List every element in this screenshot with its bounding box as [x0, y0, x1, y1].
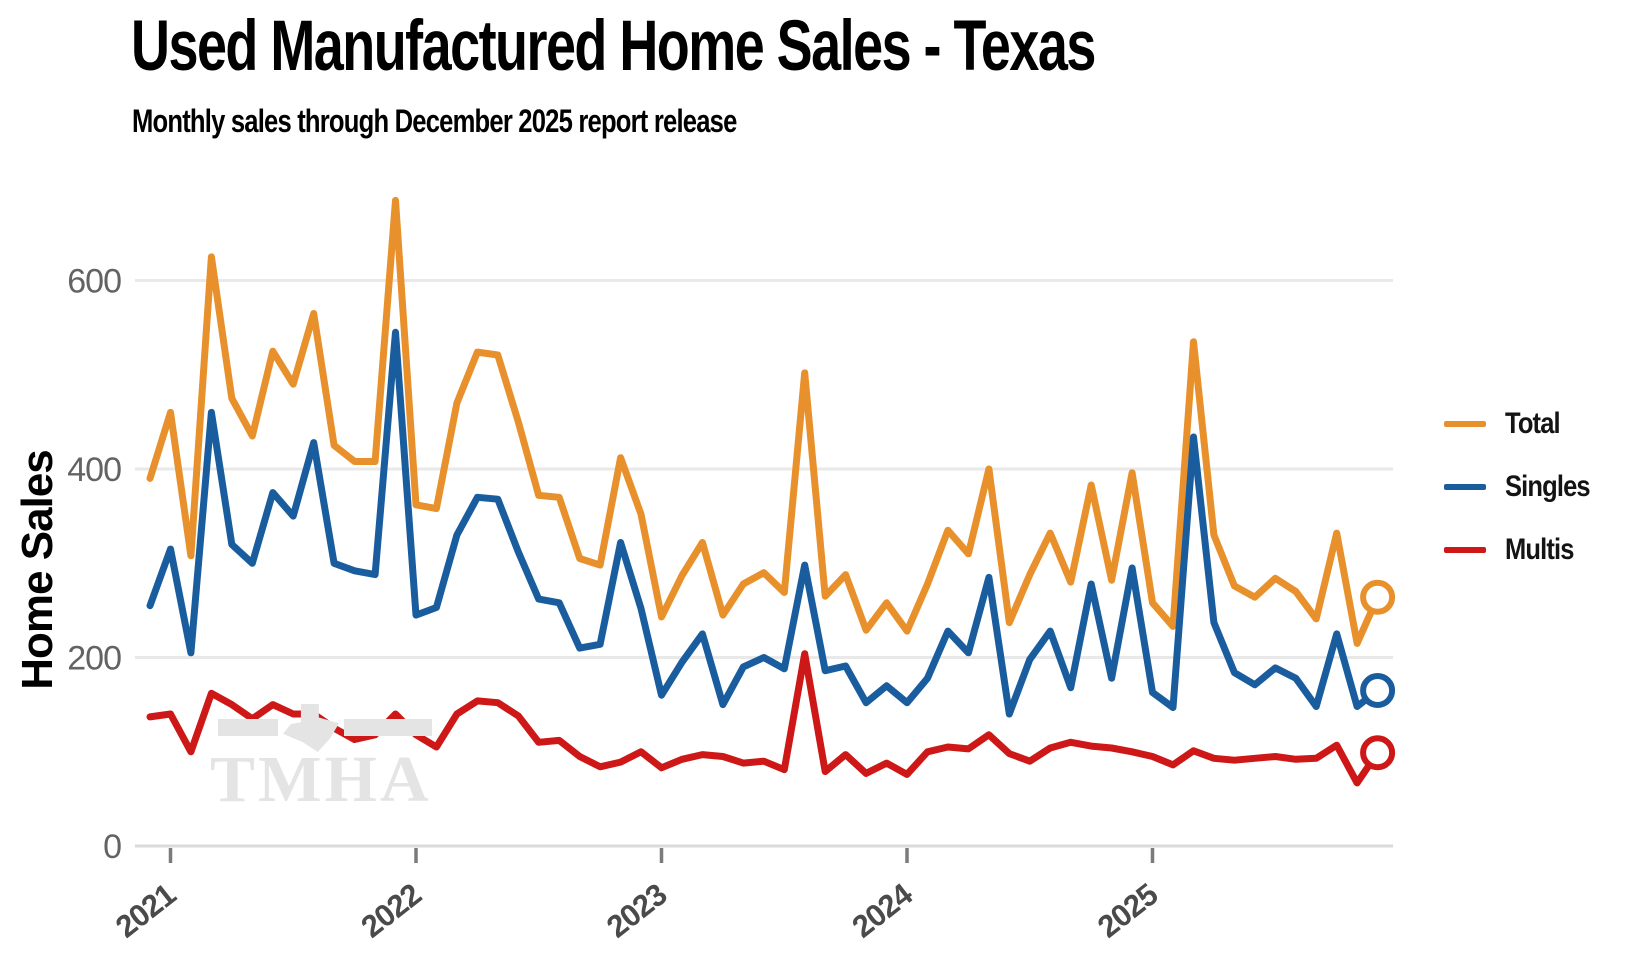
svg-text:600: 600 [67, 263, 121, 301]
legend-label-singles: Singles [1505, 470, 1591, 503]
legend: Total Singles Multis [1444, 407, 1605, 597]
total-series-swatch [1444, 421, 1486, 427]
legend-label-multis: Multis [1505, 533, 1574, 566]
y-axis-label: Home Sales [13, 450, 62, 690]
legend-item-total: Total [1444, 407, 1605, 440]
legend-item-singles: Singles [1444, 470, 1605, 503]
chart-title: Used Manufactured Home Sales - Texas [131, 7, 1096, 86]
singles-series-swatch [1444, 484, 1486, 490]
tmha-watermark-text: TMHA [210, 743, 432, 816]
svg-text:0: 0 [103, 828, 121, 866]
svg-text:2024: 2024 [846, 876, 920, 945]
svg-text:400: 400 [67, 451, 121, 489]
tmha-logo-bar-left [218, 719, 278, 736]
tmha-logo-bar-right [344, 719, 432, 736]
svg-text:200: 200 [67, 640, 121, 678]
tmha-watermark: TMHA [210, 704, 440, 813]
svg-text:2025: 2025 [1091, 876, 1164, 944]
tmha-logo-roof [210, 704, 440, 752]
legend-item-multis: Multis [1444, 533, 1605, 566]
chart-subtitle: Monthly sales through December 2025 repo… [132, 103, 737, 139]
svg-text:2023: 2023 [600, 876, 673, 944]
svg-text:2022: 2022 [355, 877, 428, 945]
legend-label-total: Total [1505, 407, 1561, 440]
svg-text:2021: 2021 [109, 876, 182, 944]
multis-series-swatch [1444, 547, 1486, 553]
